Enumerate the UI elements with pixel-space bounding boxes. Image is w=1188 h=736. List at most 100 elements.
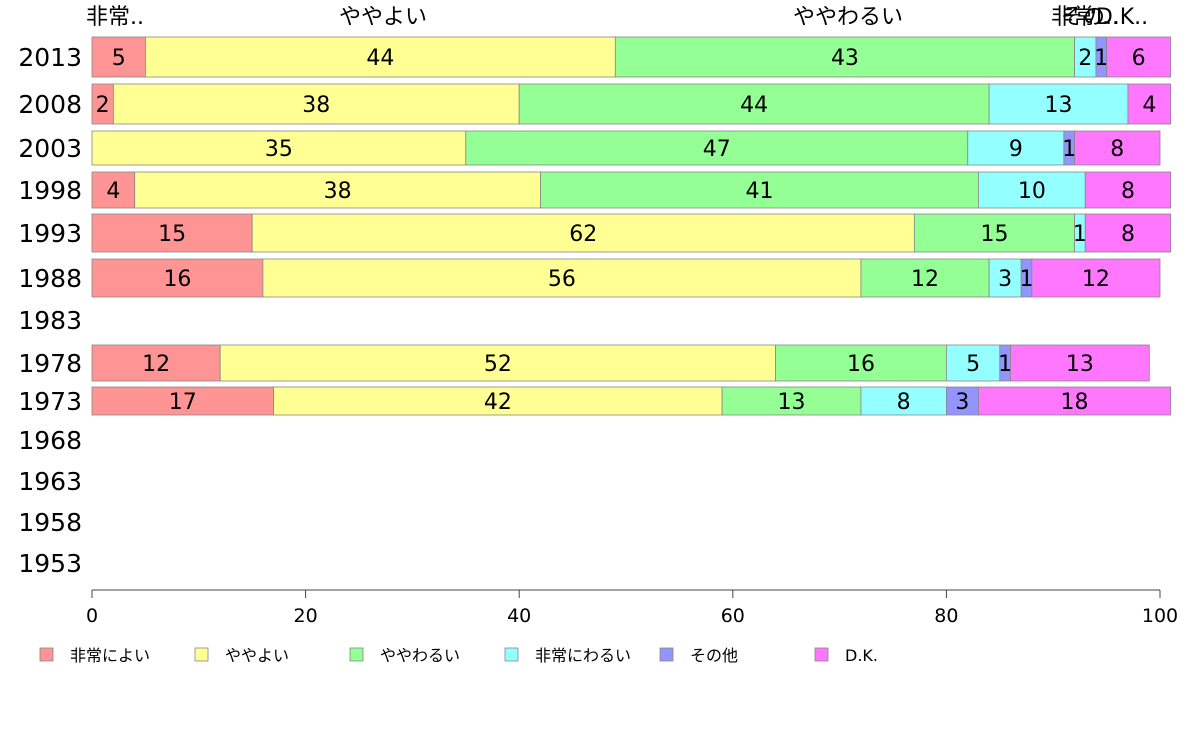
year-label: 2003 (18, 134, 82, 163)
bar-segment (91, 130, 467, 166)
bar-value-label: 15 (158, 222, 186, 247)
legend-swatch (194, 647, 209, 662)
legend-swatch (39, 647, 54, 662)
x-tick-label: 60 (721, 605, 745, 627)
bar-value-label: 13 (1066, 352, 1094, 377)
bar-value-label: 16 (163, 267, 191, 292)
legend-label: 非常によい (70, 646, 150, 665)
bar-segment (134, 171, 541, 209)
bar-segment (91, 36, 146, 78)
legend-label: ややわるい (380, 646, 460, 665)
bar-value-label: 1 (1062, 137, 1076, 162)
bar-value-label: 13 (1045, 93, 1073, 118)
bar-value-label: 56 (548, 267, 576, 292)
bar-value-label: 4 (1142, 93, 1156, 118)
bar-value-label: 47 (703, 137, 731, 162)
bar-segment (988, 83, 1129, 125)
bar-value-label: 62 (569, 222, 597, 247)
bar-value-label: 13 (778, 390, 806, 415)
bar-segment (540, 171, 979, 209)
bar-segment (978, 171, 1086, 209)
bar-value-label: 1 (1094, 46, 1108, 71)
bar-value-label: 35 (265, 137, 293, 162)
bar-segment (988, 258, 1022, 298)
year-label: 1968 (18, 426, 82, 455)
bar-value-label: 44 (366, 46, 394, 71)
bar-value-label: 52 (484, 352, 512, 377)
bar-value-label: 3 (955, 390, 969, 415)
bar-value-label: 1 (1073, 222, 1087, 247)
top-series-label: D.K.. (1096, 5, 1148, 30)
bar-segment (251, 213, 915, 253)
year-label: 1958 (18, 508, 82, 537)
bar-segment (967, 130, 1065, 166)
bar-segment (860, 258, 990, 298)
bar-value-label: 44 (740, 93, 768, 118)
bar-segment (978, 386, 1172, 416)
top-series-label: ややわるい (793, 5, 903, 30)
year-label: 1973 (18, 387, 82, 416)
bar-segment (262, 258, 862, 298)
bar-segment (1106, 36, 1172, 78)
top-series-label: 非常.. (1051, 5, 1109, 30)
x-tick-label: 80 (934, 605, 958, 627)
bar-value-label: 43 (831, 46, 859, 71)
bar-value-label: 18 (1061, 390, 1089, 415)
bar-segment (913, 213, 1075, 253)
year-label: 2013 (18, 43, 82, 72)
top-series-label: その.. (1061, 5, 1119, 30)
year-label: 1963 (18, 467, 82, 496)
x-tick-label: 20 (294, 605, 318, 627)
bar-value-label: 38 (324, 179, 352, 204)
bar-segment (91, 258, 264, 298)
bar-segment (91, 171, 136, 209)
top-series-label: ややよい (339, 5, 427, 30)
legend-swatch (349, 647, 364, 662)
bar-segment (1084, 213, 1172, 253)
bar-segment (112, 83, 520, 125)
legend-label: D.K. (845, 646, 878, 665)
bar-value-label: 16 (847, 352, 875, 377)
bar-value-label: 12 (911, 267, 939, 292)
legend-label: その他 (690, 646, 738, 665)
year-label: 2008 (18, 90, 82, 119)
bar-value-label: 12 (1082, 267, 1110, 292)
bar-value-label: 9 (1009, 137, 1023, 162)
bar-value-label: 17 (169, 390, 197, 415)
bar-value-label: 1 (1020, 267, 1034, 292)
bar-value-label: 2 (96, 93, 110, 118)
year-label: 1993 (18, 219, 82, 248)
bar-value-label: 10 (1018, 179, 1046, 204)
legend-swatch (814, 647, 829, 662)
bar-value-label: 42 (484, 390, 512, 415)
bar-value-label: 2 (1078, 46, 1092, 71)
bar-value-label: 6 (1132, 46, 1146, 71)
legend-label: 非常にわるい (535, 646, 631, 665)
bar-value-label: 38 (302, 93, 330, 118)
x-tick-label: 40 (507, 605, 531, 627)
legend-label: ややよい (225, 646, 289, 665)
legend-swatch (659, 647, 674, 662)
year-label: 1988 (18, 264, 82, 293)
bar-value-label: 8 (1110, 137, 1124, 162)
bar-value-label: 15 (980, 222, 1008, 247)
bar-segment (273, 386, 723, 416)
bar-value-label: 1 (998, 352, 1012, 377)
bar-segment (1074, 130, 1161, 166)
year-label: 1978 (18, 349, 82, 378)
legend-swatch (504, 647, 519, 662)
year-label: 1983 (18, 306, 82, 335)
bar-value-label: 4 (106, 179, 120, 204)
bar-value-label: 8 (897, 390, 911, 415)
bar-segment (91, 213, 253, 253)
bar-segment (219, 344, 776, 382)
x-tick-label: 0 (86, 605, 98, 627)
year-label: 1998 (18, 176, 82, 205)
bar-value-label: 5 (966, 352, 980, 377)
x-tick-label: 100 (1142, 605, 1178, 627)
year-label: 1953 (18, 549, 82, 578)
bar-segment (1010, 344, 1150, 382)
bar-value-label: 12 (142, 352, 170, 377)
bar-segment (1084, 171, 1172, 209)
